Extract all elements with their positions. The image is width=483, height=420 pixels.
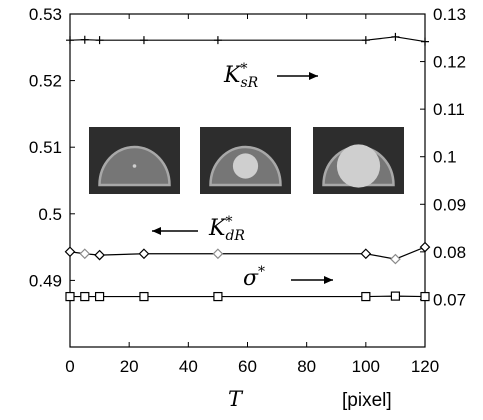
data-point bbox=[80, 291, 90, 302]
data-point bbox=[391, 32, 400, 41]
label-kdr: K* dR bbox=[208, 214, 245, 244]
series-plus bbox=[66, 32, 429, 46]
data-point bbox=[139, 291, 149, 302]
data-point bbox=[361, 291, 371, 302]
data-point bbox=[80, 35, 89, 44]
y-right-tick-label: 0.12 bbox=[433, 53, 466, 72]
y-left-tick-label: 0.5 bbox=[38, 205, 62, 224]
arrow-head bbox=[324, 276, 333, 284]
data-point bbox=[139, 36, 148, 45]
data-point bbox=[212, 248, 224, 260]
y-right-tick-label: 0.07 bbox=[433, 290, 466, 309]
y-right-tick-label: 0.09 bbox=[433, 195, 466, 214]
data-point bbox=[79, 248, 91, 260]
data-point bbox=[94, 291, 105, 302]
y-left-tick-label: 0.51 bbox=[29, 138, 62, 157]
inclusion bbox=[132, 164, 137, 168]
series bbox=[64, 32, 431, 302]
large-inclusion-phantom bbox=[313, 127, 404, 194]
series-diamond bbox=[64, 241, 431, 265]
data-point bbox=[390, 291, 401, 301]
y-left-tick-label: 0.52 bbox=[29, 72, 62, 91]
label-ksr: K* sR bbox=[223, 61, 259, 91]
y-right-tick-label: 0.08 bbox=[433, 243, 466, 262]
x-tick-label: 80 bbox=[297, 357, 316, 376]
data-point bbox=[360, 248, 372, 260]
x-tick-label: 20 bbox=[120, 357, 139, 376]
series-square bbox=[65, 291, 430, 302]
ticks: 0 20 40 60 80 100 120 0.49 0.5 0.51 0.52 0.53 0.07 0.… bbox=[29, 5, 466, 376]
arrow-right-sigma bbox=[291, 276, 333, 284]
x-axis-unit: [pixel] bbox=[342, 390, 392, 411]
y-left-tick-label: 0.53 bbox=[29, 5, 62, 24]
arrow-right-ksr bbox=[277, 72, 318, 80]
data-point bbox=[138, 248, 150, 260]
medium-inclusion-phantom bbox=[200, 127, 291, 194]
arrow-head bbox=[152, 227, 161, 235]
data-point bbox=[94, 249, 105, 261]
y-right-tick-label: 0.11 bbox=[433, 100, 465, 119]
annotations: K* sR K* dR σ* bbox=[152, 61, 333, 291]
x-tick-label: 40 bbox=[179, 357, 198, 376]
x-tick-label: 60 bbox=[238, 357, 257, 376]
x-tick-label: 100 bbox=[352, 357, 380, 376]
data-point bbox=[420, 291, 430, 302]
data-point bbox=[65, 291, 75, 302]
y-right-tick-label: 0.13 bbox=[433, 5, 466, 24]
data-point bbox=[66, 36, 74, 45]
data-point bbox=[419, 241, 431, 253]
small-inclusion-phantom bbox=[89, 127, 180, 194]
data-point bbox=[361, 36, 370, 45]
x-axis-label: T bbox=[228, 387, 244, 411]
inclusion bbox=[336, 144, 381, 188]
data-point bbox=[213, 36, 222, 45]
data-point bbox=[421, 37, 429, 46]
arrow-head bbox=[309, 72, 318, 80]
data-point bbox=[390, 253, 401, 265]
data-point bbox=[64, 246, 76, 258]
arrow-left-kdr bbox=[152, 227, 198, 235]
data-point bbox=[95, 36, 104, 45]
x-tick-label: 120 bbox=[411, 357, 439, 376]
inclusion bbox=[232, 153, 259, 179]
data-point bbox=[213, 291, 223, 302]
insets bbox=[89, 127, 404, 194]
label-sigma: σ* bbox=[243, 264, 265, 291]
y-right-tick-label: 0.1 bbox=[433, 148, 457, 167]
x-tick-label: 0 bbox=[65, 357, 74, 376]
y-left-tick-label: 0.49 bbox=[29, 271, 62, 290]
